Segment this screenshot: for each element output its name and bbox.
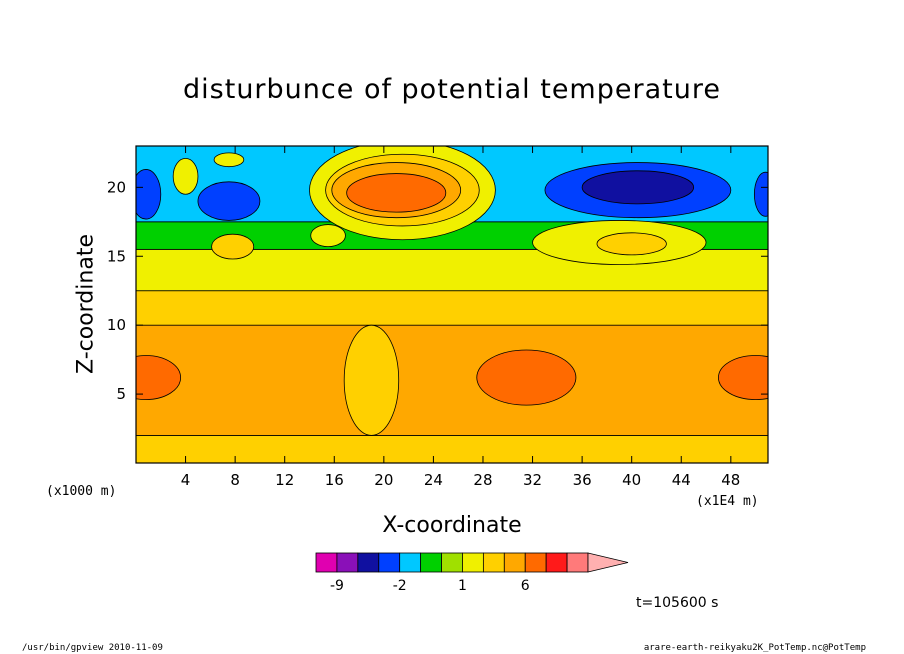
colorbar-swatch bbox=[566, 552, 589, 573]
x-tick-label: 32 bbox=[523, 471, 542, 489]
colorbar-swatch bbox=[503, 552, 526, 573]
z-tick-label: 15 bbox=[107, 247, 126, 265]
colorbar-extend-arrow bbox=[587, 552, 629, 573]
x-tick-label: 16 bbox=[325, 471, 344, 489]
x-tick-label: 40 bbox=[622, 471, 641, 489]
colorbar-swatch bbox=[336, 552, 359, 573]
z-unit-label: (x1E4 m) bbox=[696, 494, 759, 509]
colorbar-swatch bbox=[357, 552, 380, 573]
contour-region-13 bbox=[213, 152, 245, 168]
footer-right: arare-earth-reikyaku2K_PotTemp.nc@PotTem… bbox=[643, 643, 866, 653]
colorbar-swatch bbox=[378, 552, 401, 573]
z-tick-label: 20 bbox=[107, 178, 126, 196]
x-tick-label: 4 bbox=[181, 471, 191, 489]
colorbar-tick-label: 1 bbox=[458, 578, 467, 594]
x-tick-label: 12 bbox=[275, 471, 294, 489]
band-0 bbox=[136, 435, 768, 463]
x-tick-label: 24 bbox=[424, 471, 443, 489]
contour-region-16 bbox=[197, 181, 261, 221]
contour-region-10 bbox=[211, 233, 255, 260]
colorbar-swatch bbox=[482, 552, 505, 573]
colorbar: -9 -2 1 6 bbox=[315, 552, 629, 594]
footer-left: /usr/bin/gpview 2010-11-09 bbox=[22, 643, 163, 653]
contour-region-17 bbox=[136, 169, 162, 220]
contour-region-11 bbox=[310, 224, 346, 248]
contour-region-12 bbox=[172, 158, 199, 195]
contour-region-0 bbox=[136, 355, 182, 400]
colorbar-swatch bbox=[420, 552, 442, 573]
time-label: t=105600 s bbox=[636, 595, 719, 611]
contour-region-15 bbox=[581, 170, 695, 205]
x-tick-label: 8 bbox=[230, 471, 240, 489]
colorbar-swatch bbox=[545, 552, 568, 573]
contour-region-9 bbox=[596, 232, 667, 256]
z-axis-label: Z-coordinate bbox=[73, 234, 99, 374]
x-axis-label: X-coordinate bbox=[382, 513, 522, 538]
plot-frame bbox=[135, 145, 769, 464]
contour-field bbox=[136, 146, 768, 463]
colorbar-swatch bbox=[315, 552, 338, 573]
x-tick-label: 28 bbox=[473, 471, 492, 489]
contour-region-3 bbox=[343, 324, 400, 436]
band-2 bbox=[136, 290, 768, 326]
chart-title: disturbunce of potential temperature bbox=[183, 74, 721, 105]
x-unit-label: (x1000 m) bbox=[46, 484, 117, 499]
colorbar-swatch bbox=[441, 552, 463, 573]
x-tick-label: 48 bbox=[721, 471, 740, 489]
contour-region-18 bbox=[753, 171, 768, 217]
z-tick-label: 10 bbox=[107, 316, 126, 334]
contour-region-7 bbox=[346, 173, 447, 213]
z-tick-label: 5 bbox=[116, 385, 126, 403]
colorbar-swatch bbox=[462, 552, 484, 573]
colorbar-tick-label: -9 bbox=[330, 578, 344, 594]
colorbar-tick-label: -2 bbox=[393, 578, 407, 594]
contour-region-1 bbox=[476, 349, 577, 406]
x-tick-label: 44 bbox=[672, 471, 691, 489]
x-tick-label: 20 bbox=[374, 471, 393, 489]
colorbar-swatch bbox=[524, 552, 547, 573]
colorbar-tick-label: 6 bbox=[521, 578, 530, 594]
band-1 bbox=[136, 324, 768, 436]
x-tick-label: 36 bbox=[573, 471, 592, 489]
colorbar-swatch bbox=[399, 552, 422, 573]
contour-region-2 bbox=[718, 355, 768, 400]
